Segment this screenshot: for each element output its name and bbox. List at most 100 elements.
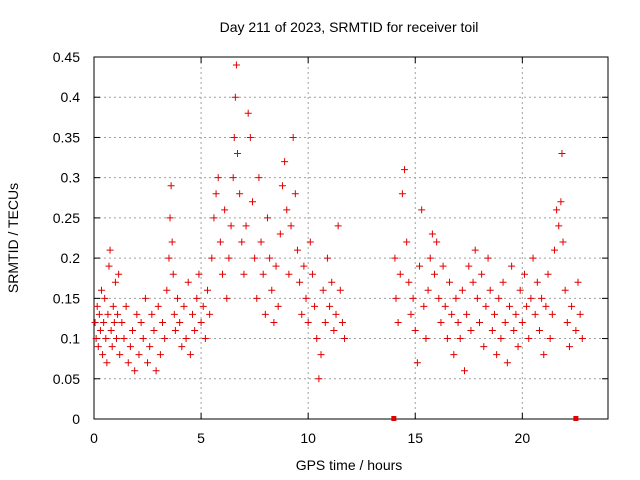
data-point [450, 351, 458, 359]
data-point [197, 318, 205, 326]
data-point [223, 294, 231, 302]
data-point [478, 270, 486, 278]
data-point [405, 278, 413, 286]
grid [94, 57, 608, 419]
data-point [334, 222, 342, 230]
data-point [107, 327, 115, 335]
data-point [441, 302, 449, 310]
data-point [225, 254, 233, 262]
data-point [257, 238, 265, 246]
data-point [246, 133, 254, 141]
data-point [120, 335, 128, 343]
data-point [108, 343, 116, 351]
data-point [272, 262, 280, 270]
data-point [124, 359, 132, 367]
data-point [538, 294, 546, 302]
data-point [512, 310, 520, 318]
data-point [550, 246, 558, 254]
data-point [210, 214, 218, 222]
data-point [525, 335, 533, 343]
data-point [291, 190, 299, 198]
data-point [396, 270, 404, 278]
data-point [216, 238, 224, 246]
data-point [263, 214, 271, 222]
data-point [231, 93, 239, 101]
data-point [114, 310, 122, 318]
data-point [431, 270, 439, 278]
data-point [555, 222, 563, 230]
data-point [139, 335, 147, 343]
data-point [467, 327, 475, 335]
data-point [561, 286, 569, 294]
data-point [420, 302, 428, 310]
data-point [95, 310, 103, 318]
data-point [232, 61, 240, 69]
data-point [97, 286, 105, 294]
data-point [118, 318, 126, 326]
data-point [514, 343, 522, 351]
data-point [270, 318, 278, 326]
data-point [574, 278, 582, 286]
data-point [401, 166, 409, 174]
data-point [533, 278, 541, 286]
x-tick-labels: 0 5 10 15 20 [90, 430, 530, 446]
data-point [568, 302, 576, 310]
data-point [446, 278, 454, 286]
data-point [308, 270, 316, 278]
data-point [195, 270, 203, 278]
data-point [103, 359, 111, 367]
data-point [336, 286, 344, 294]
data-point [495, 294, 503, 302]
data-point [186, 351, 194, 359]
data-point [300, 262, 308, 270]
data-point [488, 327, 496, 335]
data-point [189, 310, 197, 318]
data-point [156, 351, 164, 359]
data-point [184, 278, 192, 286]
data-point [255, 174, 263, 182]
data-point [319, 286, 327, 294]
data-point [176, 318, 184, 326]
y-axis-label: SRMTID / TECUs [5, 183, 21, 293]
data-point [105, 262, 113, 270]
data-point [94, 343, 102, 351]
data-point [497, 335, 505, 343]
data-point [135, 351, 143, 359]
data-point [578, 335, 586, 343]
data-point [159, 318, 167, 326]
data-point [315, 375, 323, 383]
data-point [338, 318, 346, 326]
data-point [137, 318, 145, 326]
data-point [266, 254, 274, 262]
data-point [332, 310, 340, 318]
zero-marker [573, 416, 579, 421]
data-point [572, 327, 580, 335]
data-point [212, 190, 220, 198]
data-point [214, 174, 222, 182]
data-point [296, 278, 304, 286]
data-point [170, 310, 178, 318]
data-point [146, 343, 154, 351]
y-tick-labels: 0 0.05 0.1 0.15 0.2 0.25 0.3 0.35 0.4 0.45 [53, 49, 80, 427]
data-point [565, 343, 573, 351]
y-tick-label: 0.2 [61, 250, 81, 266]
data-point [168, 238, 176, 246]
data-point [240, 270, 248, 278]
data-point [129, 327, 137, 335]
data-point [150, 327, 158, 335]
data-point [163, 286, 171, 294]
data-point [244, 109, 252, 117]
x-tick-label: 15 [407, 430, 423, 446]
data-point [510, 327, 518, 335]
data-point [317, 351, 325, 359]
data-point [465, 262, 473, 270]
x-tick-label: 5 [197, 430, 205, 446]
y-tick-label: 0.25 [53, 210, 80, 226]
data-point [435, 294, 443, 302]
data-point [174, 294, 182, 302]
data-point [208, 254, 216, 262]
data-point [276, 230, 284, 238]
data-point [454, 318, 462, 326]
data-point [328, 278, 336, 286]
